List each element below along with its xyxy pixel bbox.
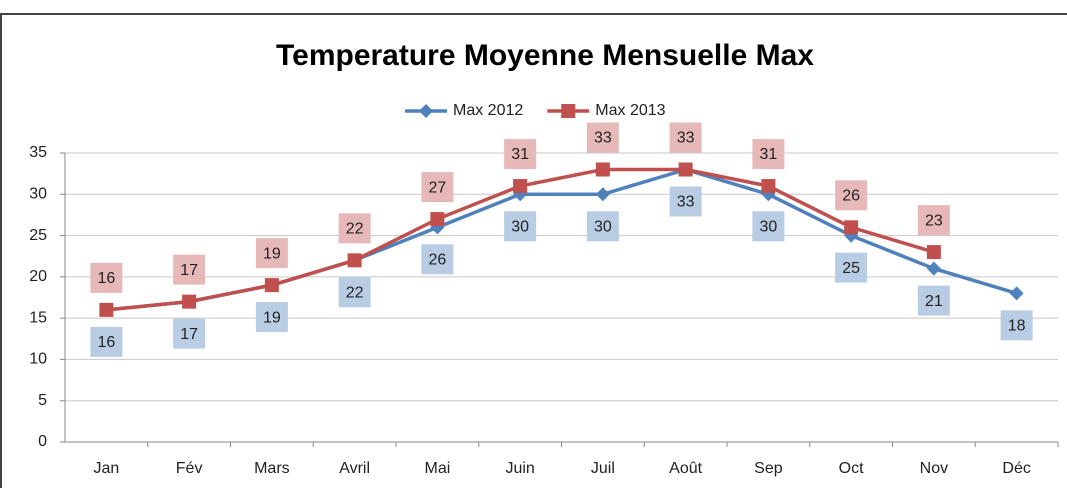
data-label: 26 [428, 252, 446, 269]
x-tick-label: Mai [424, 460, 450, 477]
data-label-box [752, 211, 785, 242]
x-tick-label: Avril [339, 460, 370, 477]
data-label: 19 [263, 309, 281, 326]
data-label-box [917, 285, 950, 316]
x-tick-label: Mars [254, 460, 290, 477]
data-label-box [917, 205, 950, 236]
data-label-box [338, 213, 371, 244]
marker [926, 245, 941, 260]
data-label-box [255, 238, 288, 269]
data-label: 19 [263, 245, 281, 262]
x-tick-label: Oct [839, 460, 864, 477]
marker [99, 302, 114, 317]
data-label-box [90, 326, 123, 357]
marker [430, 212, 445, 227]
data-label: 33 [594, 130, 612, 147]
data-label-box [90, 262, 123, 293]
data-label: 33 [677, 130, 695, 147]
marker [678, 162, 693, 177]
x-tick-label: Fév [176, 460, 203, 477]
marker [513, 179, 528, 194]
data-label-box [255, 302, 288, 333]
data-label: 16 [97, 334, 115, 351]
y-tick-label: 10 [29, 351, 47, 368]
legend-marker [561, 104, 576, 118]
data-label: 33 [677, 194, 695, 211]
data-label-box [835, 180, 868, 211]
data-label-box [421, 172, 454, 203]
x-tick-label: Nov [920, 460, 948, 477]
y-tick-label: 15 [29, 309, 47, 326]
data-label: 22 [346, 221, 364, 238]
data-label: 27 [428, 179, 446, 196]
data-label-box [669, 186, 702, 217]
data-label-box [173, 318, 206, 349]
chart-title: Temperature Moyenne Mensuelle Max [276, 39, 814, 72]
data-label-box [421, 244, 454, 275]
data-label: 30 [594, 219, 612, 236]
data-label: 25 [842, 260, 860, 277]
marker [1009, 286, 1024, 301]
y-tick-label: 20 [29, 268, 47, 285]
data-label: 30 [759, 219, 777, 236]
data-label-box [338, 277, 371, 308]
y-tick-label: 25 [29, 227, 47, 244]
legend-label: Max 2012 [453, 102, 523, 119]
x-tick-label: Juil [591, 460, 615, 477]
data-label: 16 [97, 270, 115, 287]
data-label: 17 [180, 262, 198, 279]
marker [182, 294, 197, 309]
marker [347, 253, 362, 268]
legend-marker [419, 104, 433, 118]
data-label-box [586, 122, 619, 153]
y-tick-label: 35 [29, 144, 47, 161]
marker [761, 179, 776, 194]
data-label: 18 [1008, 318, 1026, 335]
data-label: 23 [925, 212, 943, 229]
y-tick-label: 0 [38, 433, 47, 450]
data-label-box [752, 139, 785, 170]
marker [595, 162, 610, 177]
marker [926, 261, 941, 276]
data-label: 31 [759, 146, 777, 163]
legend-label: Max 2013 [595, 102, 665, 119]
y-tick-label: 30 [29, 186, 47, 203]
x-tick-label: Juin [505, 460, 534, 477]
data-label-box [835, 252, 868, 283]
data-label-box [504, 211, 537, 242]
y-tick-label: 5 [38, 392, 47, 409]
data-label: 21 [925, 293, 943, 310]
marker [844, 220, 859, 235]
data-label-box [504, 139, 537, 170]
data-label: 17 [180, 326, 198, 343]
marker [595, 187, 610, 202]
data-label-box [1000, 310, 1033, 341]
x-tick-label: Sep [754, 460, 783, 477]
data-label-box [669, 122, 702, 153]
x-tick-label: Déc [1002, 460, 1030, 477]
marker [264, 278, 279, 293]
data-label-box [173, 254, 206, 285]
x-tick-label: Août [669, 460, 702, 477]
data-label: 31 [511, 146, 529, 163]
frame [0, 13, 1067, 488]
data-label: 22 [346, 285, 364, 302]
data-label: 30 [511, 219, 529, 236]
x-tick-label: Jan [93, 460, 119, 477]
data-label: 26 [842, 188, 860, 205]
data-label-box [586, 211, 619, 242]
